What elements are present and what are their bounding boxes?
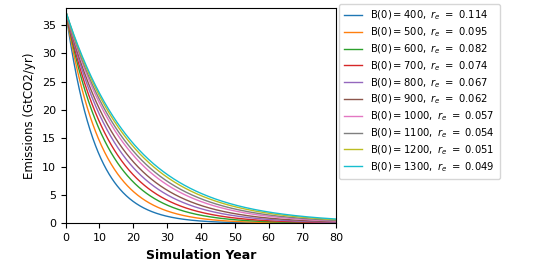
$\mathregular{B(0) = 400,\ }$$r_e$$\mathregular{\ =\ 0.114}$ — [224, 221, 230, 224]
$\mathregular{B(0) = 1200,\ }$$r_e$$\mathregular{\ =\ 0.051}$ — [209, 198, 216, 201]
$\mathregular{B(0) = 700,\ }$$r_e$$\mathregular{\ =\ 0.074}$ — [224, 215, 230, 219]
$\mathregular{B(0) = 1300,\ }$$r_e$$\mathregular{\ =\ 0.049}$ — [62, 9, 69, 13]
$\mathregular{B(0) = 800,\ }$$r_e$$\mathregular{\ =\ 0.067}$ — [224, 213, 230, 216]
$\mathregular{B(0) = 1100,\ }$$r_e$$\mathregular{\ =\ 0.054}$ — [224, 206, 230, 209]
$\mathregular{B(0) = 1000,\ }$$r_e$$\mathregular{\ =\ 0.057}$ — [62, 9, 69, 13]
$\mathregular{B(0) = 1200,\ }$$r_e$$\mathregular{\ =\ 0.051}$ — [284, 214, 291, 217]
$\mathregular{B(0) = 1100,\ }$$r_e$$\mathregular{\ =\ 0.054}$ — [333, 219, 340, 222]
X-axis label: Simulation Year: Simulation Year — [146, 249, 256, 261]
$\mathregular{B(0) = 400,\ }$$r_e$$\mathregular{\ =\ 0.114}$ — [284, 222, 291, 225]
$\mathregular{B(0) = 900,\ }$$r_e$$\mathregular{\ =\ 0.062}$ — [209, 207, 216, 210]
$\mathregular{B(0) = 1300,\ }$$r_e$$\mathregular{\ =\ 0.049}$ — [209, 196, 216, 199]
$\mathregular{B(0) = 800,\ }$$r_e$$\mathregular{\ =\ 0.067}$ — [333, 221, 340, 224]
$\mathregular{B(0) = 600,\ }$$r_e$$\mathregular{\ =\ 0.082}$ — [193, 213, 199, 216]
$\mathregular{B(0) = 800,\ }$$r_e$$\mathregular{\ =\ 0.067}$ — [209, 210, 216, 213]
$\mathregular{B(0) = 400,\ }$$r_e$$\mathregular{\ =\ 0.114}$ — [333, 222, 340, 225]
$\mathregular{B(0) = 400,\ }$$r_e$$\mathregular{\ =\ 0.114}$ — [62, 9, 69, 13]
$\mathregular{B(0) = 1000,\ }$$r_e$$\mathregular{\ =\ 0.057}$ — [193, 198, 199, 201]
$\mathregular{B(0) = 1300,\ }$$r_e$$\mathregular{\ =\ 0.049}$ — [284, 213, 291, 216]
$\mathregular{B(0) = 1000,\ }$$r_e$$\mathregular{\ =\ 0.057}$ — [191, 197, 197, 200]
$\mathregular{B(0) = 600,\ }$$r_e$$\mathregular{\ =\ 0.082}$ — [333, 221, 340, 225]
$\mathregular{B(0) = 600,\ }$$r_e$$\mathregular{\ =\ 0.082}$ — [224, 217, 230, 221]
$\mathregular{B(0) = 700,\ }$$r_e$$\mathregular{\ =\ 0.074}$ — [333, 221, 340, 224]
$\mathregular{B(0) = 1000,\ }$$r_e$$\mathregular{\ =\ 0.057}$ — [327, 219, 333, 222]
Line: $\mathregular{B(0) = 700,\ }$$r_e$$\mathregular{\ =\ 0.074}$: $\mathregular{B(0) = 700,\ }$$r_e$$\math… — [66, 11, 336, 223]
$\mathregular{B(0) = 1000,\ }$$r_e$$\mathregular{\ =\ 0.057}$ — [284, 217, 291, 220]
Line: $\mathregular{B(0) = 900,\ }$$r_e$$\mathregular{\ =\ 0.062}$: $\mathregular{B(0) = 900,\ }$$r_e$$\math… — [66, 11, 336, 222]
$\mathregular{B(0) = 900,\ }$$r_e$$\mathregular{\ =\ 0.062}$ — [62, 9, 69, 13]
$\mathregular{B(0) = 700,\ }$$r_e$$\mathregular{\ =\ 0.074}$ — [284, 220, 291, 223]
Line: $\mathregular{B(0) = 1000,\ }$$r_e$$\mathregular{\ =\ 0.057}$: $\mathregular{B(0) = 1000,\ }$$r_e$$\mat… — [66, 11, 336, 221]
$\mathregular{B(0) = 1200,\ }$$r_e$$\mathregular{\ =\ 0.051}$ — [224, 203, 230, 206]
$\mathregular{B(0) = 600,\ }$$r_e$$\mathregular{\ =\ 0.082}$ — [327, 221, 333, 225]
$\mathregular{B(0) = 800,\ }$$r_e$$\mathregular{\ =\ 0.067}$ — [62, 9, 69, 13]
$\mathregular{B(0) = 600,\ }$$r_e$$\mathregular{\ =\ 0.082}$ — [284, 221, 291, 224]
Line: $\mathregular{B(0) = 1300,\ }$$r_e$$\mathregular{\ =\ 0.049}$: $\mathregular{B(0) = 1300,\ }$$r_e$$\mat… — [66, 11, 336, 219]
$\mathregular{B(0) = 400,\ }$$r_e$$\mathregular{\ =\ 0.114}$ — [327, 222, 333, 225]
$\mathregular{B(0) = 1300,\ }$$r_e$$\mathregular{\ =\ 0.049}$ — [333, 217, 340, 221]
$\mathregular{B(0) = 1300,\ }$$r_e$$\mathregular{\ =\ 0.049}$ — [327, 217, 333, 220]
$\mathregular{B(0) = 1200,\ }$$r_e$$\mathregular{\ =\ 0.051}$ — [193, 192, 199, 195]
Y-axis label: Emissions (GtCO2/yr): Emissions (GtCO2/yr) — [23, 52, 36, 179]
$\mathregular{B(0) = 1000,\ }$$r_e$$\mathregular{\ =\ 0.057}$ — [209, 204, 216, 207]
$\mathregular{B(0) = 1100,\ }$$r_e$$\mathregular{\ =\ 0.054}$ — [209, 201, 216, 204]
$\mathregular{B(0) = 1100,\ }$$r_e$$\mathregular{\ =\ 0.054}$ — [284, 215, 291, 219]
Line: $\mathregular{B(0) = 1100,\ }$$r_e$$\mathregular{\ =\ 0.054}$: $\mathregular{B(0) = 1100,\ }$$r_e$$\mat… — [66, 11, 336, 221]
$\mathregular{B(0) = 400,\ }$$r_e$$\mathregular{\ =\ 0.114}$ — [193, 219, 199, 222]
$\mathregular{B(0) = 500,\ }$$r_e$$\mathregular{\ =\ 0.095}$ — [284, 221, 291, 224]
$\mathregular{B(0) = 600,\ }$$r_e$$\mathregular{\ =\ 0.082}$ — [191, 212, 197, 215]
$\mathregular{B(0) = 1300,\ }$$r_e$$\mathregular{\ =\ 0.049}$ — [191, 189, 197, 192]
$\mathregular{B(0) = 1200,\ }$$r_e$$\mathregular{\ =\ 0.051}$ — [191, 191, 197, 194]
$\mathregular{B(0) = 900,\ }$$r_e$$\mathregular{\ =\ 0.062}$ — [284, 218, 291, 221]
$\mathregular{B(0) = 700,\ }$$r_e$$\mathregular{\ =\ 0.074}$ — [209, 213, 216, 216]
Line: $\mathregular{B(0) = 500,\ }$$r_e$$\mathregular{\ =\ 0.095}$: $\mathregular{B(0) = 500,\ }$$r_e$$\math… — [66, 11, 336, 223]
$\mathregular{B(0) = 400,\ }$$r_e$$\mathregular{\ =\ 0.114}$ — [191, 219, 197, 222]
$\mathregular{B(0) = 1100,\ }$$r_e$$\mathregular{\ =\ 0.054}$ — [193, 195, 199, 198]
$\mathregular{B(0) = 700,\ }$$r_e$$\mathregular{\ =\ 0.074}$ — [62, 9, 69, 13]
$\mathregular{B(0) = 700,\ }$$r_e$$\mathregular{\ =\ 0.074}$ — [327, 221, 333, 224]
$\mathregular{B(0) = 1200,\ }$$r_e$$\mathregular{\ =\ 0.051}$ — [327, 218, 333, 221]
Legend: $\mathregular{B(0) = 400,\ }$$r_e$$\mathregular{\ =\ 0.114}$, $\mathregular{B(0): $\mathregular{B(0) = 400,\ }$$r_e$$\math… — [339, 4, 500, 179]
$\mathregular{B(0) = 1200,\ }$$r_e$$\mathregular{\ =\ 0.051}$ — [62, 9, 69, 13]
$\mathregular{B(0) = 500,\ }$$r_e$$\mathregular{\ =\ 0.095}$ — [333, 222, 340, 225]
$\mathregular{B(0) = 900,\ }$$r_e$$\mathregular{\ =\ 0.062}$ — [327, 220, 333, 223]
$\mathregular{B(0) = 500,\ }$$r_e$$\mathregular{\ =\ 0.095}$ — [193, 216, 199, 220]
$\mathregular{B(0) = 800,\ }$$r_e$$\mathregular{\ =\ 0.067}$ — [191, 205, 197, 208]
$\mathregular{B(0) = 500,\ }$$r_e$$\mathregular{\ =\ 0.095}$ — [191, 216, 197, 219]
$\mathregular{B(0) = 900,\ }$$r_e$$\mathregular{\ =\ 0.062}$ — [333, 220, 340, 223]
$\mathregular{B(0) = 600,\ }$$r_e$$\mathregular{\ =\ 0.082}$ — [209, 215, 216, 219]
Line: $\mathregular{B(0) = 1200,\ }$$r_e$$\mathregular{\ =\ 0.051}$: $\mathregular{B(0) = 1200,\ }$$r_e$$\mat… — [66, 11, 336, 220]
$\mathregular{B(0) = 1000,\ }$$r_e$$\mathregular{\ =\ 0.057}$ — [333, 220, 340, 223]
$\mathregular{B(0) = 1000,\ }$$r_e$$\mathregular{\ =\ 0.057}$ — [224, 208, 230, 211]
$\mathregular{B(0) = 1300,\ }$$r_e$$\mathregular{\ =\ 0.049}$ — [224, 201, 230, 204]
$\mathregular{B(0) = 500,\ }$$r_e$$\mathregular{\ =\ 0.095}$ — [224, 219, 230, 222]
Line: $\mathregular{B(0) = 800,\ }$$r_e$$\mathregular{\ =\ 0.067}$: $\mathregular{B(0) = 800,\ }$$r_e$$\math… — [66, 11, 336, 222]
$\mathregular{B(0) = 400,\ }$$r_e$$\mathregular{\ =\ 0.114}$ — [209, 220, 216, 223]
$\mathregular{B(0) = 900,\ }$$r_e$$\mathregular{\ =\ 0.062}$ — [191, 201, 197, 205]
Line: $\mathregular{B(0) = 600,\ }$$r_e$$\mathregular{\ =\ 0.082}$: $\mathregular{B(0) = 600,\ }$$r_e$$\math… — [66, 11, 336, 223]
$\mathregular{B(0) = 1100,\ }$$r_e$$\mathregular{\ =\ 0.054}$ — [191, 194, 197, 198]
$\mathregular{B(0) = 800,\ }$$r_e$$\mathregular{\ =\ 0.067}$ — [193, 206, 199, 209]
$\mathregular{B(0) = 700,\ }$$r_e$$\mathregular{\ =\ 0.074}$ — [193, 209, 199, 213]
$\mathregular{B(0) = 900,\ }$$r_e$$\mathregular{\ =\ 0.062}$ — [193, 202, 199, 205]
$\mathregular{B(0) = 500,\ }$$r_e$$\mathregular{\ =\ 0.095}$ — [62, 9, 69, 13]
$\mathregular{B(0) = 900,\ }$$r_e$$\mathregular{\ =\ 0.062}$ — [224, 211, 230, 214]
$\mathregular{B(0) = 800,\ }$$r_e$$\mathregular{\ =\ 0.067}$ — [327, 221, 333, 224]
$\mathregular{B(0) = 1300,\ }$$r_e$$\mathregular{\ =\ 0.049}$ — [193, 189, 199, 193]
$\mathregular{B(0) = 600,\ }$$r_e$$\mathregular{\ =\ 0.082}$ — [62, 9, 69, 13]
$\mathregular{B(0) = 800,\ }$$r_e$$\mathregular{\ =\ 0.067}$ — [284, 219, 291, 222]
$\mathregular{B(0) = 1100,\ }$$r_e$$\mathregular{\ =\ 0.054}$ — [327, 218, 333, 222]
$\mathregular{B(0) = 500,\ }$$r_e$$\mathregular{\ =\ 0.095}$ — [327, 222, 333, 225]
$\mathregular{B(0) = 500,\ }$$r_e$$\mathregular{\ =\ 0.095}$ — [209, 218, 216, 221]
$\mathregular{B(0) = 700,\ }$$r_e$$\mathregular{\ =\ 0.074}$ — [191, 209, 197, 212]
$\mathregular{B(0) = 1200,\ }$$r_e$$\mathregular{\ =\ 0.051}$ — [333, 218, 340, 221]
Line: $\mathregular{B(0) = 400,\ }$$r_e$$\mathregular{\ =\ 0.114}$: $\mathregular{B(0) = 400,\ }$$r_e$$\math… — [66, 11, 336, 223]
$\mathregular{B(0) = 1100,\ }$$r_e$$\mathregular{\ =\ 0.054}$ — [62, 9, 69, 13]
